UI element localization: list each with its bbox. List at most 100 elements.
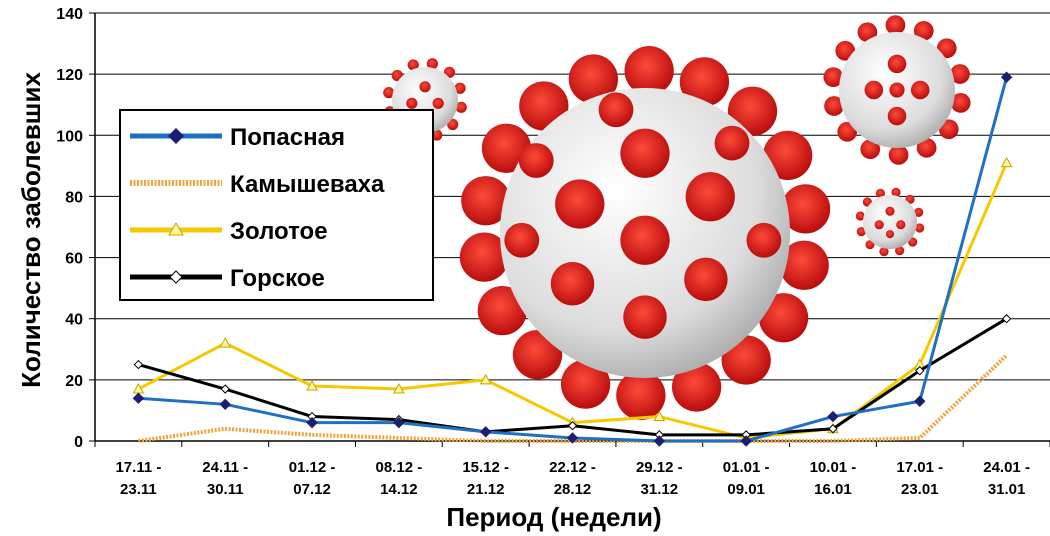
legend-label: Золотое [230, 218, 328, 245]
legend-item-2: Золотое [130, 218, 328, 245]
data-point [220, 384, 230, 394]
virus-protein [874, 220, 884, 230]
virus-spike [862, 197, 872, 207]
virus-small [855, 187, 925, 257]
data-point [566, 432, 579, 444]
virus-spike [865, 240, 875, 250]
legend-label: Камышеваха [230, 171, 385, 198]
virus-protein [620, 215, 670, 265]
virus-spike [857, 22, 878, 43]
virus-spike [885, 15, 906, 35]
data-point [1000, 71, 1013, 83]
virus-protein [419, 81, 431, 93]
virus-protein [885, 230, 895, 239]
virus-protein [518, 143, 554, 178]
data-point [828, 424, 838, 434]
virus-spike [560, 359, 611, 409]
virus-spike [454, 82, 466, 94]
data-point [132, 392, 145, 404]
virus-spike [938, 119, 959, 140]
virus-spike [915, 223, 925, 233]
virus-protein [887, 54, 907, 74]
y-axis-title: Количество заболевших [16, 72, 46, 388]
legend-item-0: Попасная [130, 124, 345, 151]
virus-spike [383, 87, 395, 99]
x-tick-label: 29.12 -31.12 [636, 459, 683, 498]
x-tick-label: 24.11 -30.11 [202, 459, 248, 498]
virus-spike [950, 64, 970, 84]
virus-spike [443, 66, 456, 78]
virus-spike [879, 247, 889, 257]
virus-spike [679, 57, 730, 107]
y-tick-label: 40 [65, 312, 83, 329]
virus-spike [905, 194, 915, 204]
data-point [393, 416, 405, 429]
data-point [1001, 314, 1012, 324]
virus-spike [837, 121, 858, 142]
data-point [740, 435, 752, 447]
data-point [306, 416, 318, 429]
virus-top-right [823, 15, 971, 165]
y-tick-label: 140 [56, 6, 83, 23]
virus-spike [568, 54, 619, 104]
virus-protein [555, 179, 605, 229]
data-point [219, 398, 231, 411]
virus-spike [875, 188, 885, 198]
x-tick-label: 10.01 -16.01 [810, 459, 857, 498]
virus-spike [447, 118, 459, 131]
data-point [1000, 156, 1013, 168]
virus-spike [481, 123, 532, 173]
x-tick-label: 17.01 -23.01 [896, 459, 943, 498]
coronavirus-illustration [383, 15, 971, 420]
virus-spike [855, 211, 865, 221]
virus-spike [455, 101, 467, 113]
virus-protein [746, 222, 782, 258]
virus-protein [504, 222, 540, 258]
virus-body [863, 195, 917, 249]
virus-spike [780, 184, 831, 234]
series-layer [132, 71, 1013, 447]
virus-spike [823, 67, 844, 87]
x-tick-label: 01.12 -07.12 [289, 459, 336, 498]
virus-protein [550, 262, 595, 306]
y-tick-label: 80 [65, 189, 83, 206]
legend-label: Попасная [230, 124, 345, 151]
data-point [653, 435, 666, 447]
virus-spike [950, 93, 971, 113]
large-virus [459, 46, 831, 420]
x-tick-label: 01.01 -09.01 [723, 459, 770, 498]
virus-spike [895, 246, 905, 256]
legend-box [119, 109, 434, 301]
virus-protein [685, 172, 735, 222]
virus-spike [461, 176, 511, 226]
virus-spike [779, 240, 829, 290]
virus-protein [887, 106, 907, 126]
virus-spike [721, 335, 771, 385]
virus-spike [407, 59, 419, 71]
virus-protein [896, 220, 906, 230]
virus-protein [620, 128, 670, 178]
y-tick-label: 120 [56, 67, 83, 84]
virus-spike [758, 293, 809, 343]
series-0 [132, 71, 1013, 447]
virus-spike [671, 362, 722, 412]
virus-spike [519, 81, 569, 131]
legend: Попасная Камышеваха Золотое Горское [119, 109, 434, 301]
legend-marker [168, 128, 184, 144]
x-tick-label: 24.01 -31.01 [983, 459, 1030, 498]
virus-spike [624, 46, 674, 96]
data-point [915, 365, 925, 376]
virus-spike [763, 130, 813, 181]
virus-spike [727, 86, 778, 136]
virus-protein [885, 206, 895, 216]
legend-item-3: Горское [130, 265, 325, 292]
data-point [567, 421, 578, 431]
virus-spike [426, 58, 438, 70]
virus-protein [889, 82, 905, 98]
virus-spike [856, 227, 866, 237]
virus-protein [910, 80, 930, 100]
y-tick-label: 20 [65, 373, 83, 390]
virus-spike [914, 207, 924, 217]
virus-spike [916, 137, 937, 158]
